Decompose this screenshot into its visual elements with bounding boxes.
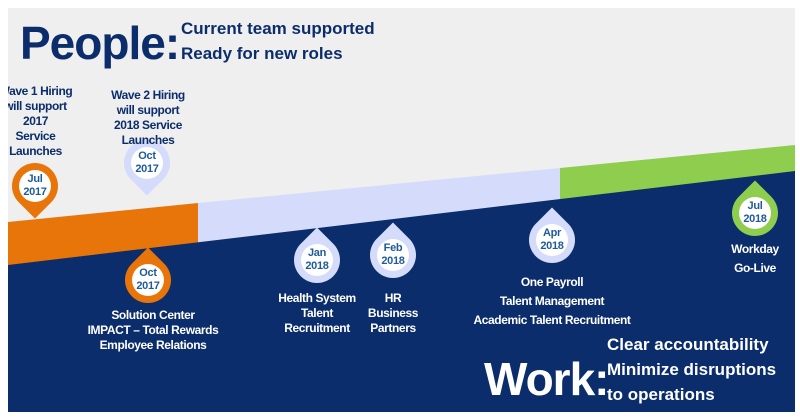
milestone-pin: Apr 2018 (519, 207, 585, 273)
milestone-date: Oct 2017 (132, 264, 164, 296)
milestone-label-line: 2017 (22, 114, 49, 128)
milestone-label-line: Launches (121, 133, 175, 147)
timeline-frame: People: Current team supported Ready for… (8, 8, 795, 412)
milestone-year: 2018 (743, 213, 767, 225)
milestone-label-line: Workday (731, 242, 779, 256)
work-point: Minimize disruptions (607, 360, 777, 379)
milestone-label: Wave 2 Hiring will support 2018 Service Lau… (93, 88, 203, 148)
milestone-year: 2018 (305, 260, 329, 272)
milestone-label-line: 2018 Service (114, 118, 182, 132)
milestone-label: HR Business Partners (348, 291, 438, 336)
milestone-date: Jul 2017 (19, 170, 51, 202)
milestone-month: Jul (27, 173, 43, 185)
milestone-label-line: Wave 1 Hiring (8, 84, 73, 98)
work-point: to operations (607, 385, 715, 404)
milestone-month: Feb (383, 242, 403, 254)
milestone-label-line: Business (367, 306, 419, 320)
milestone-date: Apr 2018 (536, 224, 568, 256)
people-title: People: (20, 17, 180, 69)
milestone-label-line: HR (384, 291, 402, 305)
milestone-label-line: Launches (9, 144, 62, 158)
milestone-label-line: Academic Talent Recruitment (473, 313, 631, 327)
milestone-month: Apr (542, 227, 562, 239)
work-region (8, 171, 795, 412)
milestone-label-line: Wave 2 Hiring (111, 88, 185, 102)
milestone-label-line: will support (116, 103, 180, 117)
people-point: Ready for new roles (181, 44, 343, 63)
milestone-label-line: Go-Live (734, 261, 776, 275)
milestone-month: Jul (747, 200, 763, 212)
milestone-year: 2018 (540, 240, 564, 252)
milestone-pin: Jan 2018 (284, 227, 350, 293)
milestone-label: Solution Center IMPACT – Total Rewards Emp… (58, 308, 248, 353)
work-title: Work: (484, 353, 609, 405)
milestone-month: Jan (307, 247, 327, 259)
milestone-year: 2018 (381, 255, 405, 267)
milestone-month: Oct (139, 267, 157, 279)
milestone-pin: Jul 2018 (722, 180, 788, 246)
milestone-pin: Oct 2017 (114, 130, 180, 196)
milestone-label-line: Health System (278, 291, 356, 305)
people-points: Current team supported Ready for new rol… (181, 16, 375, 66)
milestone-date: Jan 2018 (301, 244, 333, 276)
milestone-label-line: will support (8, 99, 67, 113)
milestone-date: Jul 2018 (739, 197, 771, 229)
milestone-month: Oct (138, 150, 156, 162)
milestone-pin: Oct 2017 (115, 247, 181, 313)
people-point: Current team supported (181, 19, 375, 38)
milestone-label-line: Employee Relations (99, 338, 207, 352)
milestone-label: One Payroll Talent Management Academic Tal… (442, 273, 662, 330)
work-point: Clear accountability (607, 335, 769, 354)
milestone-label-line: Partners (370, 321, 416, 335)
milestone-year: 2017 (23, 186, 47, 198)
work-points: Clear accountability Minimize disruption… (607, 332, 776, 407)
milestone-date: Oct 2017 (131, 147, 163, 179)
milestone-label-line: Service (15, 129, 56, 143)
milestone-year: 2017 (136, 280, 160, 292)
milestone-year: 2017 (135, 163, 159, 175)
milestone-label-line: Recruitment (284, 321, 350, 335)
milestone-pin: Jul 2017 (8, 153, 68, 219)
milestone-date: Feb 2018 (377, 239, 409, 271)
milestone-label: Health System Talent Recruitment (257, 291, 377, 336)
timeline-bands (8, 145, 795, 412)
milestone-label-line: Solution Center (111, 308, 195, 322)
milestone-label: Workday Go-Live (705, 240, 795, 278)
milestone-pin: Feb 2018 (360, 222, 426, 288)
milestone-label-line: IMPACT – Total Rewards (87, 323, 219, 337)
milestone-label-line: Talent Management (499, 294, 605, 308)
milestone-label-line: Talent (300, 306, 334, 320)
milestone-label-line: One Payroll (520, 275, 584, 289)
